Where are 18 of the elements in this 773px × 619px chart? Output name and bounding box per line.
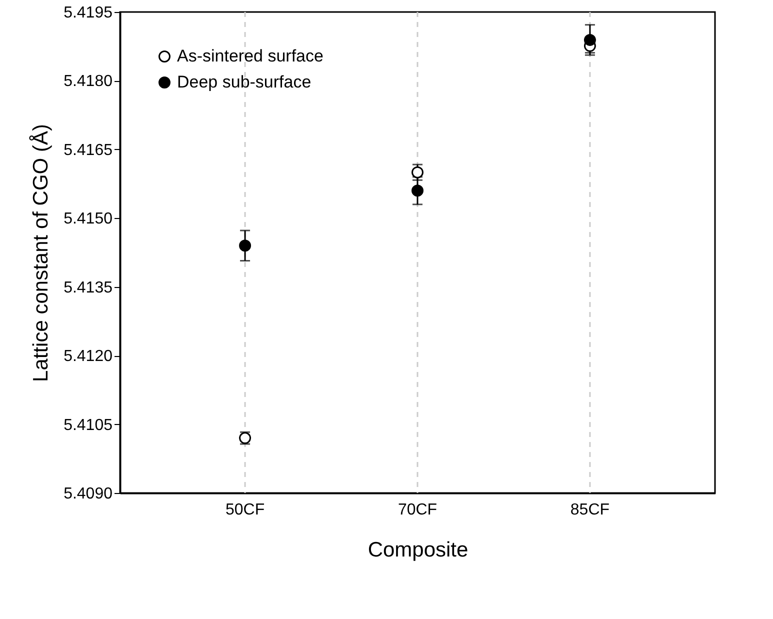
point (584, 34, 596, 46)
legend-label: As-sintered surface (177, 46, 324, 66)
y-tick-label: 5.4165 (64, 142, 113, 159)
point (239, 240, 252, 252)
x-axis-title: Composite (368, 538, 468, 562)
y-tick-label: 5.4120 (64, 348, 113, 366)
y-axis-title: Lattice constant of CGO (Å) (28, 124, 53, 382)
x-tick-label: 85CF (570, 502, 610, 518)
y-tick-label: 5.4180 (64, 73, 113, 90)
y-tick-label: 5.4105 (64, 416, 113, 434)
y-tick-label: 5.4090 (64, 486, 113, 502)
legend-label: Deep sub-surface (177, 72, 312, 92)
y-tick-label: 5.4195 (64, 4, 113, 22)
x-tick-label: 70CF (398, 502, 438, 518)
x-tick-label: 50CF (225, 502, 265, 518)
point (412, 184, 424, 197)
y-tick-label: 5.4135 (64, 279, 113, 296)
y-tick-label: 5.4150 (64, 210, 113, 228)
